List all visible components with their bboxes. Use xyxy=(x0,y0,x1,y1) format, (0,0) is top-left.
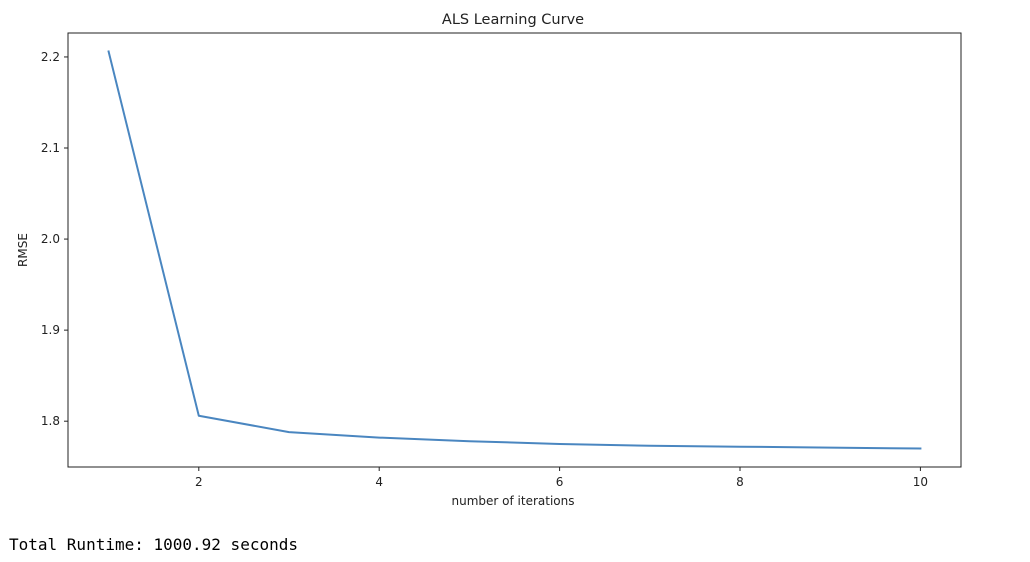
series-line-0 xyxy=(107,50,922,450)
y-axis-label: RMSE xyxy=(16,233,30,267)
runtime-output: Total Runtime: 1000.92 seconds xyxy=(9,535,298,554)
chart-title: ALS Learning Curve xyxy=(442,12,584,28)
y-tick-label-1: 1.9 xyxy=(41,323,60,337)
y-tick-label-0: 1.8 xyxy=(41,414,60,428)
learning-curve-chart: ALS Learning Curve 2 4 6 8 10 1.8 1.9 2.0 2.1 2.2… xyxy=(16,12,962,508)
y-tick-label-3: 2.1 xyxy=(41,141,60,155)
plot-frame xyxy=(67,32,962,468)
x-tick-label-3: 8 xyxy=(736,475,744,489)
y-tick-label-4: 2.2 xyxy=(41,50,60,64)
x-axis-label: number of iterations xyxy=(452,494,575,508)
x-tick-label-1: 4 xyxy=(375,475,383,489)
x-tick-label-2: 6 xyxy=(556,475,564,489)
y-tick-label-2: 2.0 xyxy=(41,232,60,246)
plot-area: 2 4 6 8 10 1.8 1.9 2.0 2.1 2.2 xyxy=(41,32,962,489)
x-tick-label-4: 10 xyxy=(913,475,928,489)
x-tick-label-0: 2 xyxy=(195,475,203,489)
